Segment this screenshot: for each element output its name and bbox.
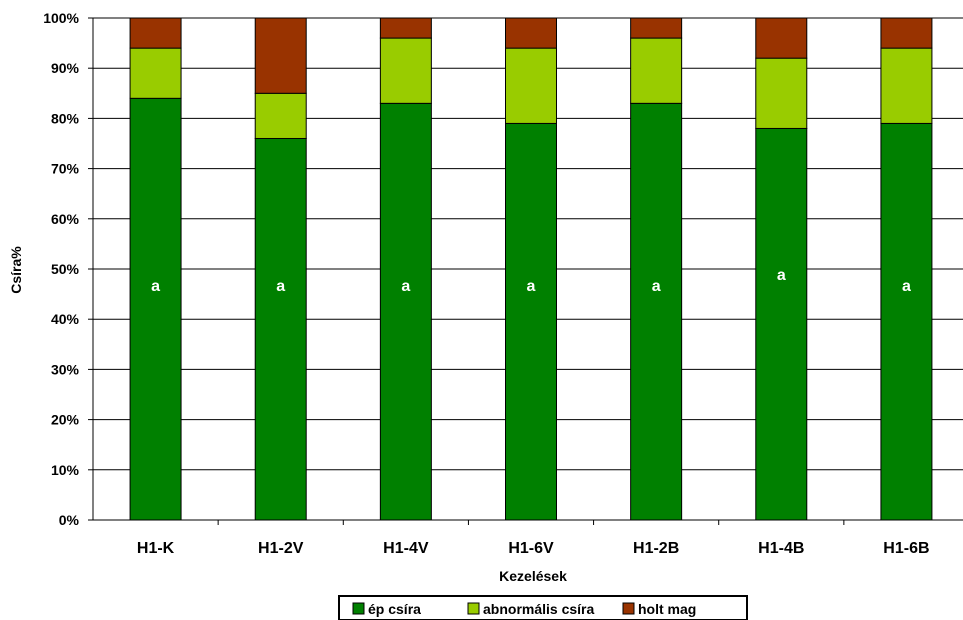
legend-box (338, 595, 748, 620)
bar-segment (254, 92, 307, 139)
bar-annotation: a (527, 278, 536, 295)
bar-segment (379, 17, 432, 39)
y-tick-label: 50% (51, 261, 80, 277)
bar-segment (505, 17, 557, 49)
bar-segment (755, 127, 808, 521)
x-tick-label: H1-4V (383, 540, 429, 557)
bar-annotation: a (151, 278, 160, 295)
bar-segment (755, 17, 808, 59)
x-tick-labels: H1-K H1-2V H1-4V H1-6V H1-2B H1-4B H1-6B (137, 520, 930, 557)
x-tick-label: H1-4B (758, 540, 804, 557)
legend-label: ép csíra (368, 601, 421, 617)
y-tick-label: 60% (51, 211, 80, 227)
y-tick-label: 100% (43, 10, 79, 26)
y-tick-label: 0% (59, 512, 80, 528)
bar-annotation: a (777, 267, 786, 284)
legend: ép csíra abnormális csíra holt mag (338, 595, 748, 620)
bar-segment (129, 47, 182, 99)
bar-segment (254, 17, 307, 94)
y-tick-label: 20% (51, 412, 80, 428)
bar-annotation: a (401, 278, 410, 295)
bar-segment (630, 37, 683, 104)
bar-segment (880, 47, 933, 124)
y-tick-label: 40% (51, 311, 80, 327)
bar-segment (129, 97, 182, 521)
x-tick-label: H1-K (137, 540, 175, 557)
y-tick-label: 90% (51, 60, 80, 76)
bar-segment (379, 102, 432, 521)
y-tick-labels: 0% 10% 20% 30% 40% 50% 60% 70% 80% 90% 100% (43, 10, 93, 528)
bar-annotation: a (276, 278, 285, 295)
y-tick-label: 70% (51, 161, 80, 177)
y-tick-label: 80% (51, 110, 80, 126)
bar-annotations: a a a a aaa (151, 267, 911, 295)
bar-segment (129, 17, 182, 49)
x-tick-label: H1-2V (258, 540, 304, 557)
bar-segment (880, 122, 933, 521)
x-tick-label: H1-2B (633, 540, 679, 557)
y-axis-title: Csíra% (8, 246, 24, 294)
legend-swatch (622, 602, 635, 615)
y-tick-label: 10% (51, 462, 80, 478)
bar-segment (379, 37, 432, 104)
x-axis-title: Kezelések (499, 568, 567, 584)
y-tick-label: 30% (51, 361, 80, 377)
bar-annotation: a (902, 278, 911, 295)
bar-segment (254, 137, 307, 521)
legend-label: holt mag (638, 601, 696, 617)
bar-segment (505, 47, 557, 124)
bar-segment (630, 102, 683, 521)
x-tick-label: H1-6B (883, 540, 929, 557)
x-tick-label: H1-6V (508, 540, 554, 557)
legend-swatch (467, 602, 480, 615)
bar-segment (630, 17, 683, 39)
bar-annotation: a (652, 278, 661, 295)
bar-segment (755, 57, 808, 129)
legend-label: abnormális csíra (483, 601, 594, 617)
bar-segment (505, 122, 557, 521)
legend-swatch (352, 602, 365, 615)
bars (129, 17, 933, 521)
bar-segment (880, 17, 933, 49)
